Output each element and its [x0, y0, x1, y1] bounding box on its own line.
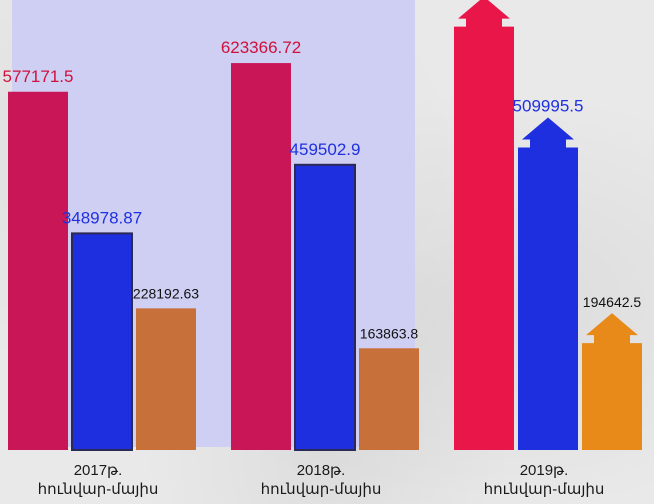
category-label-2-line-2: հունվար-մայիս: [260, 481, 382, 498]
value-label-series1-cat2: 623366.72: [221, 38, 301, 57]
value-label-series3-cat3: 194642.5: [583, 294, 642, 310]
category-label-2: 2018թ. հունվար-մայիս: [251, 461, 391, 499]
value-labels-layer: 577171.5 348978.87 228192.63 623366.72 45950…: [3, 38, 642, 341]
bar-series3-cat2: [359, 348, 419, 450]
category-label-1: 2017թ. հունվար-մայիս: [28, 461, 168, 499]
category-label-3-line-2: հունվար-մայիս: [483, 481, 605, 498]
category-label-3: 2019թ. հունվար-մայիս: [474, 461, 614, 499]
value-label-series3-cat1: 228192.63: [133, 285, 199, 301]
bar-series2-cat1: [71, 232, 133, 451]
value-label-series2-cat3: 509995.5: [513, 96, 584, 115]
bar-series1-cat2: [231, 63, 291, 450]
bar-series2-cat2: [294, 163, 356, 452]
bar-series1-cat3: [454, 0, 514, 450]
value-label-series3-cat2: 163863.8: [360, 325, 419, 341]
category-label-3-line-1: 2019թ.: [519, 462, 569, 479]
value-label-series2-cat2: 459502.9: [290, 140, 361, 159]
category-label-2-line-1: 2018թ.: [296, 462, 346, 479]
bar-series3-cat1: [136, 308, 196, 450]
bar-series2-cat3: [518, 117, 578, 450]
value-label-series1-cat1: 577171.5: [3, 67, 74, 86]
category-label-1-line-2: հունվար-մայիս: [37, 481, 159, 498]
bars-layer: [8, 0, 642, 452]
category-label-1-line-1: 2017թ.: [73, 462, 123, 479]
bar-series3-cat3: [582, 313, 642, 450]
value-label-series2-cat1: 348978.87: [62, 208, 142, 227]
bar-series1-cat1: [8, 91, 68, 451]
